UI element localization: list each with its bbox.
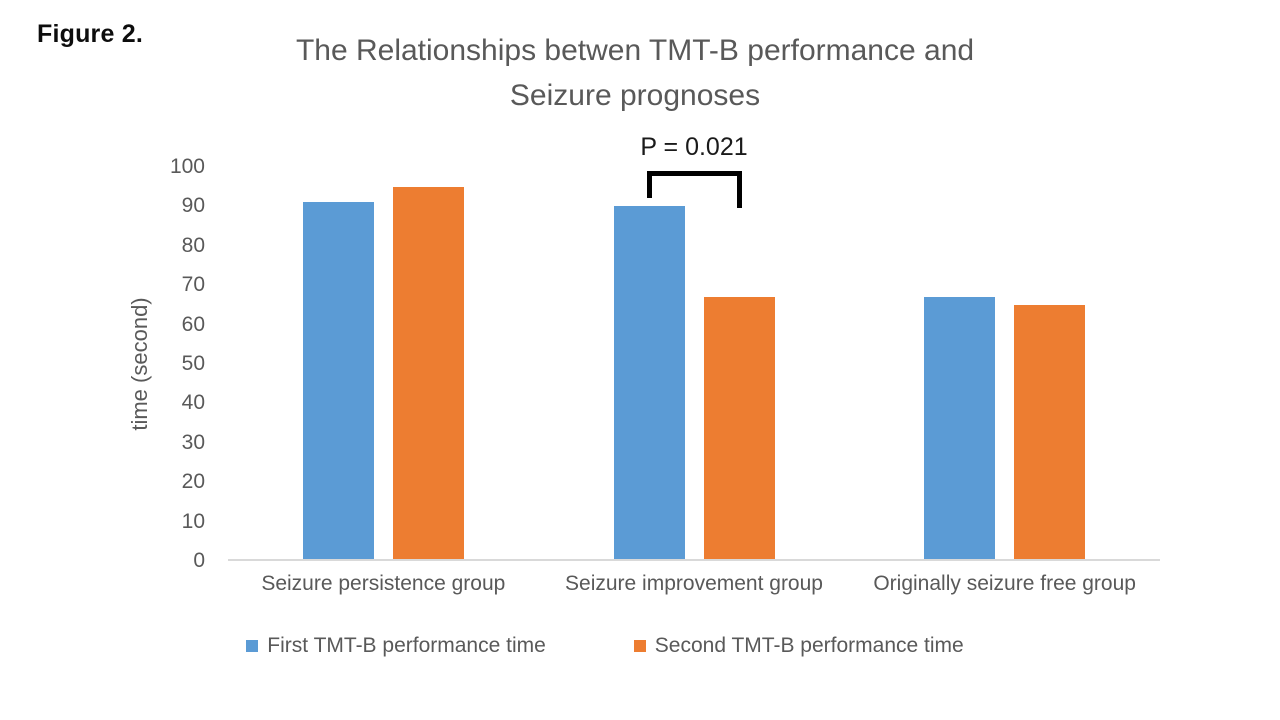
bracket-top [646,171,742,176]
legend-swatch-icon [246,640,259,652]
chart-title: The Relationships betwen TMT-B performan… [135,28,1135,118]
legend-swatch-icon [633,640,646,652]
x-axis-label-1: Seizure persistence group [261,572,506,595]
bar-series1-category2 [613,206,685,561]
y-tick-label-20: 20 [181,470,205,494]
legend-label: First TMT-B performance time [267,634,546,657]
bar-series1-category3 [924,297,996,561]
chart-title-line-2: Seizure prognoses [509,79,761,112]
y-tick-label-10: 10 [181,509,205,533]
chart-title-line-1: The Relationships betwen TMT-B performan… [295,34,975,67]
y-tick-label-40: 40 [181,391,205,415]
legend-item-2: Second TMT-B performance time [633,634,964,658]
x-axis-label-2: Seizure improvement group [565,572,823,595]
bracket-right-leg [736,171,742,208]
y-tick-label-80: 80 [181,233,205,257]
bar-series2-category1 [392,186,464,561]
legend-label: Second TMT-B performance time [654,634,964,657]
bar-series1-category1 [302,202,374,561]
y-tick-label-0: 0 [193,549,205,572]
x-axis-line [228,559,1160,561]
legend: First TMT-B performance time Second TMT-B… [100,634,1110,658]
figure-label: Figure 2. [37,20,143,48]
y-tick-label-90: 90 [181,194,205,218]
x-axis-label-3: Originally seizure free group [873,572,1136,595]
bracket-left-leg [646,171,652,198]
p-value-annotation: P = 0.021 [640,133,748,161]
bar-series2-category2 [703,297,775,561]
y-tick-label-70: 70 [181,273,205,297]
y-tick-label-60: 60 [181,312,205,336]
y-tick-label-50: 50 [181,352,205,375]
y-tick-label-30: 30 [181,430,205,454]
bar-series2-category3 [1014,304,1086,561]
y-tick-label-100: 100 [169,155,205,178]
legend-item-1: First TMT-B performance time [246,634,546,658]
